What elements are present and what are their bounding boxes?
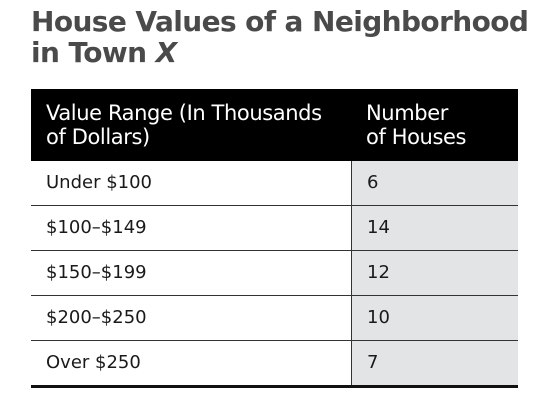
house-count-cell: 7 <box>351 341 518 385</box>
house-count-cell: 6 <box>351 161 518 205</box>
value-range-cell: $150–$199 <box>46 262 147 283</box>
value-range-cell: $200–$250 <box>46 307 147 328</box>
title-line-2: in Town X <box>31 37 531 68</box>
title-line-2-text: in Town <box>31 36 156 69</box>
page-title: House Values of a Neighborhood in Town X <box>31 6 531 68</box>
value-range-cell: Over $250 <box>46 352 141 373</box>
table-row: $150–$199 12 <box>31 251 518 296</box>
house-values-table: Value Range (In Thousands of Dollars) Nu… <box>31 89 518 388</box>
table-row: Over $250 7 <box>31 341 518 388</box>
value-range-cell: Under $100 <box>46 172 153 193</box>
title-variable: X <box>155 36 178 69</box>
table-row: $100–$149 14 <box>31 206 518 251</box>
house-count-cell: 10 <box>351 296 518 340</box>
header-value-range-line-2: of Dollars) <box>46 125 150 149</box>
value-range-cell: $100–$149 <box>46 217 147 238</box>
title-line-1: House Values of a Neighborhood <box>31 5 529 38</box>
table-row: Under $100 6 <box>31 161 518 206</box>
table-header-row: Value Range (In Thousands of Dollars) Nu… <box>31 89 518 161</box>
header-value-range-line-1: Value Range (In Thousands <box>46 101 322 125</box>
house-count-cell: 12 <box>351 251 518 295</box>
header-number-line-1: Number <box>366 101 448 125</box>
house-count-cell: 14 <box>351 206 518 250</box>
header-number-line-2: of Houses <box>366 125 467 149</box>
table-row: $200–$250 10 <box>31 296 518 341</box>
header-number-of-houses: Number of Houses <box>351 89 518 161</box>
header-value-range: Value Range (In Thousands of Dollars) <box>31 89 351 161</box>
